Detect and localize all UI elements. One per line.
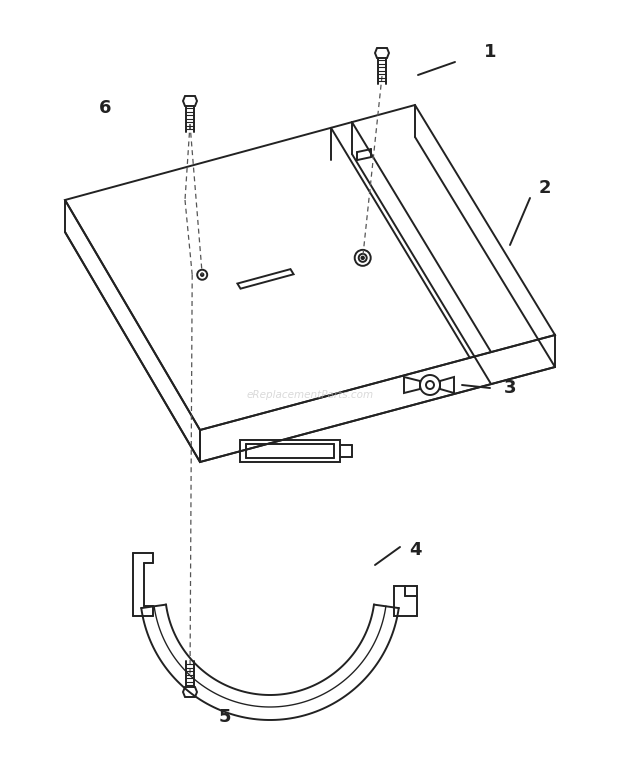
- Text: eReplacementParts.com: eReplacementParts.com: [246, 390, 374, 400]
- Text: 3: 3: [503, 379, 516, 397]
- Text: 1: 1: [484, 43, 496, 61]
- Text: 2: 2: [539, 179, 551, 197]
- Text: 6: 6: [99, 99, 111, 117]
- Text: 5: 5: [219, 708, 231, 726]
- Circle shape: [201, 273, 204, 276]
- Text: 4: 4: [409, 541, 421, 559]
- Circle shape: [361, 256, 364, 259]
